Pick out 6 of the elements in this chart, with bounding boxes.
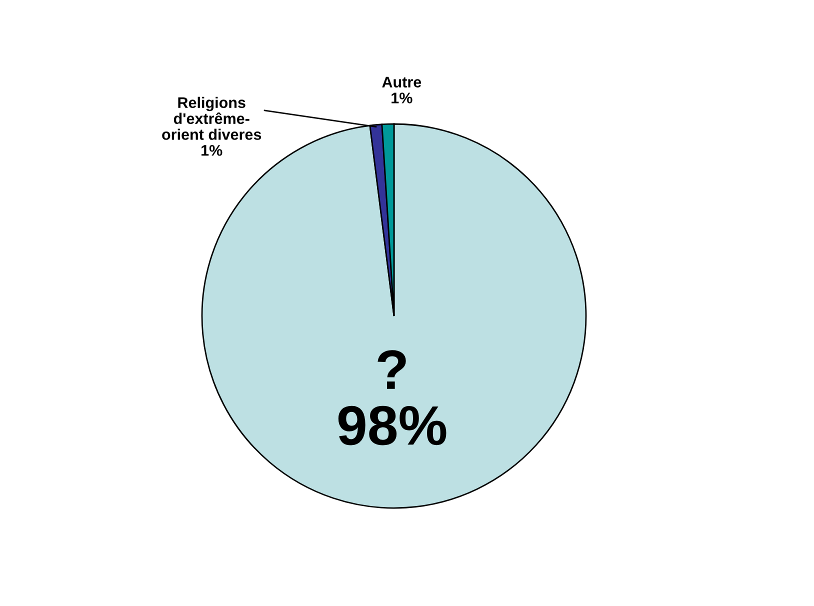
data-label: 1%	[202, 145, 222, 156]
slice-label: Religions d'extrême-orient diveres	[162, 96, 262, 140]
slice-label: ?	[378, 350, 406, 389]
data-label: 1%	[392, 92, 412, 104]
data-label: 98%	[338, 406, 446, 446]
slice-label: Autre	[382, 76, 422, 88]
